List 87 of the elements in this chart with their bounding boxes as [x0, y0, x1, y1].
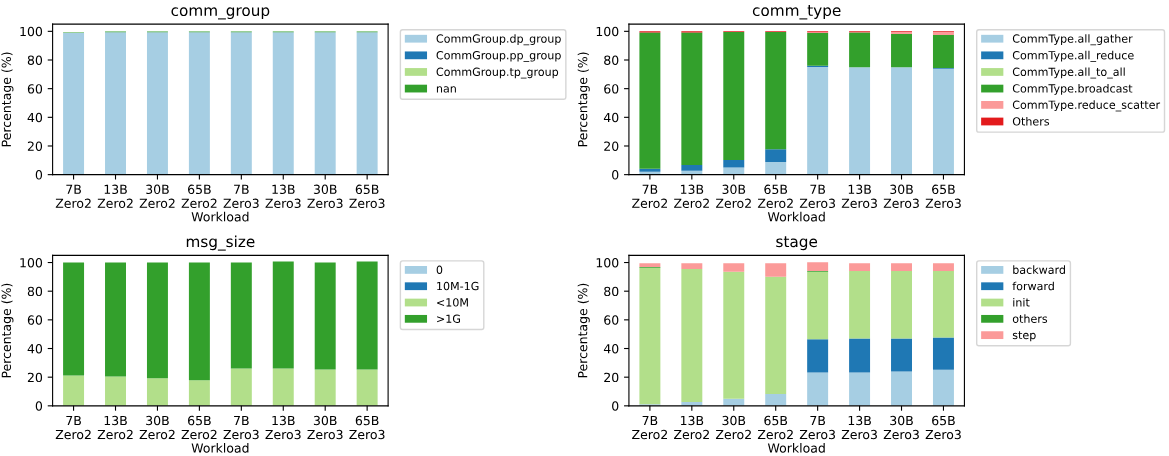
y-tick-label: 80	[27, 55, 43, 65]
y-tick-label: 20	[27, 141, 43, 151]
y-tick-label: 0	[612, 170, 619, 180]
x-tick-label: 65B Zero3	[349, 415, 385, 440]
x-tick-label: 65B Zero2	[757, 415, 793, 440]
x-tick-label: 65B Zero2	[181, 415, 217, 440]
legend-label: others	[1012, 314, 1048, 323]
x-tick-label: 30B Zero3	[307, 415, 343, 440]
y-tick-label: 40	[27, 343, 43, 354]
legend-label: CommType.broadcast	[1012, 84, 1133, 95]
legend-label: CommType.all_reduce	[1012, 50, 1134, 62]
legend-label: CommType.all_gather	[1012, 34, 1133, 46]
x-tick-label: 30B Zero2	[139, 184, 175, 209]
y-axis-title: Percentage (%)	[1, 283, 14, 378]
y-tick-label: 100	[20, 258, 43, 268]
y-tick-label: 80	[27, 286, 43, 297]
legend-label: 10M-1G	[437, 281, 479, 291]
x-tick-label: 7B Zero2	[55, 415, 91, 440]
x-tick-label: 65B Zero3	[925, 184, 961, 209]
y-tick-label: 20	[604, 141, 619, 151]
y-tick-label: 100	[20, 26, 43, 37]
x-tick-label: 13B Zero2	[97, 415, 133, 440]
x-tick-label: 13B Zero3	[265, 184, 301, 209]
y-axis-title: Percentage (%)	[1, 52, 14, 147]
x-tick-label: 13B Zero3	[265, 415, 301, 440]
x-tick-label: 13B Zero3	[841, 415, 877, 440]
legend-label: CommGroup.dp_group	[436, 34, 561, 46]
y-tick-label: 80	[604, 286, 619, 297]
x-tick-label: 65B Zero2	[181, 184, 217, 209]
y-tick-label: 0	[35, 170, 43, 180]
legend-label: CommType.all_to_all	[1012, 67, 1125, 79]
chart-title: msg_size	[186, 235, 255, 251]
legend-label: step	[1012, 331, 1036, 342]
y-tick-label: 60	[27, 315, 43, 325]
x-tick-label: 65B Zero3	[349, 184, 385, 209]
y-tick-label: 20	[604, 372, 619, 383]
x-axis-title: Workload	[191, 443, 249, 453]
chart-title: comm_group	[171, 7, 270, 20]
y-tick-label: 0	[612, 401, 619, 411]
legend-label: forward	[1012, 281, 1054, 291]
x-tick-label: 30B Zero2	[715, 415, 751, 440]
x-tick-label: 13B Zero2	[674, 415, 709, 440]
legend-label: nan	[436, 86, 456, 93]
y-tick-label: 60	[604, 84, 619, 94]
x-axis-title: Workload	[767, 211, 825, 222]
x-axis-title: Workload	[767, 443, 825, 453]
y-tick-label: 0	[35, 401, 43, 411]
x-tick-label: 13B Zero3	[841, 184, 877, 209]
x-tick-label: 7B Zero3	[799, 184, 835, 209]
x-tick-label: 7B Zero2	[632, 184, 667, 209]
y-tick-label: 100	[596, 258, 619, 268]
y-tick-label: 60	[27, 84, 43, 94]
legend-label: >1G	[437, 314, 461, 323]
legend-label: 0	[436, 265, 443, 274]
x-tick-label: 13B Zero2	[674, 184, 709, 209]
y-tick-label: 80	[604, 55, 619, 65]
x-tick-label: 7B Zero2	[55, 184, 91, 209]
x-tick-label: 7B Zero2	[632, 415, 667, 440]
x-axis-title: Workload	[191, 211, 249, 222]
x-tick-label: 7B Zero3	[223, 184, 259, 209]
x-tick-label: 7B Zero3	[223, 415, 259, 440]
legend-label: CommType.reduce_scatter	[1012, 100, 1161, 112]
legend-label: <10M	[437, 298, 468, 307]
x-tick-label: 65B Zero2	[757, 184, 793, 209]
y-tick-label: 40	[603, 343, 619, 354]
y-tick-label: 100	[596, 26, 619, 37]
x-tick-label: 30B Zero2	[139, 415, 175, 440]
legend-label: CommGroup.tp_group	[436, 67, 559, 79]
y-axis-title: Percentage (%)	[577, 283, 590, 378]
legend-label: init	[1013, 297, 1030, 307]
legend-label: backward	[1013, 265, 1065, 274]
chart-title: stage	[776, 236, 818, 251]
legend-label: Others	[1012, 116, 1050, 126]
x-tick-label: 30B Zero3	[307, 184, 343, 209]
x-tick-label: 13B Zero2	[97, 184, 133, 209]
x-tick-label: 7B Zero3	[799, 415, 835, 440]
x-tick-label: 65B Zero3	[925, 415, 961, 440]
x-tick-label: 30B Zero3	[883, 184, 919, 209]
y-tick-label: 20	[27, 372, 43, 383]
legend-label: CommGroup.pp_group	[436, 50, 561, 62]
x-tick-label: 30B Zero3	[883, 415, 919, 440]
x-tick-label: 30B Zero2	[715, 184, 751, 209]
y-tick-label: 60	[604, 315, 619, 325]
y-tick-label: 40	[603, 112, 619, 123]
y-tick-label: 40	[27, 112, 43, 123]
chart-title: comm_type	[752, 5, 841, 20]
y-axis-title: Percentage (%)	[577, 52, 590, 147]
